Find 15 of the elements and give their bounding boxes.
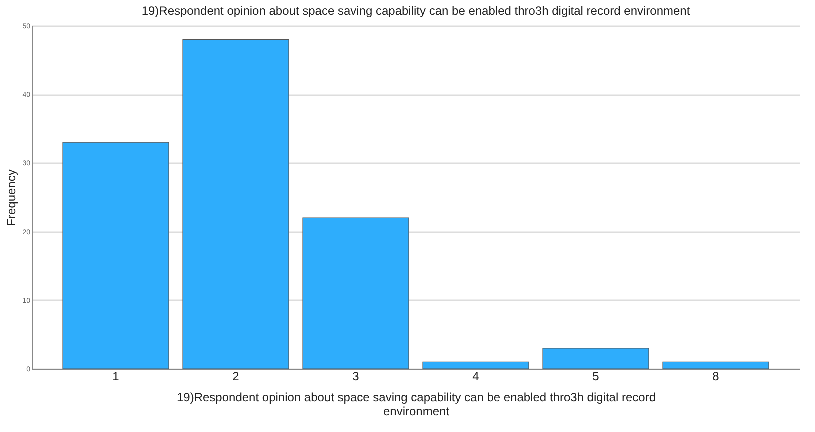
x-tick-label: 3 <box>352 370 360 384</box>
bar <box>62 142 170 370</box>
x-tick-label: 1 <box>112 370 120 384</box>
x-tick-label: 4 <box>472 370 480 384</box>
bar <box>422 362 530 370</box>
bar <box>182 39 290 370</box>
x-tick-label: 5 <box>592 370 600 384</box>
bar <box>662 362 770 370</box>
bar <box>302 218 410 370</box>
y-axis-title: Frequency <box>4 170 19 226</box>
chart-title: 19)Respondent opinion about space saving capability can be enabled thro3h digital record environment <box>142 4 691 18</box>
x-tick-label: 8 <box>712 370 720 384</box>
x-axis-title: 19)Respondent opinion about space saving capability can be enabled thro3h digital record environment <box>177 390 656 418</box>
bar <box>542 348 650 370</box>
x-tick-label: 2 <box>232 370 240 384</box>
